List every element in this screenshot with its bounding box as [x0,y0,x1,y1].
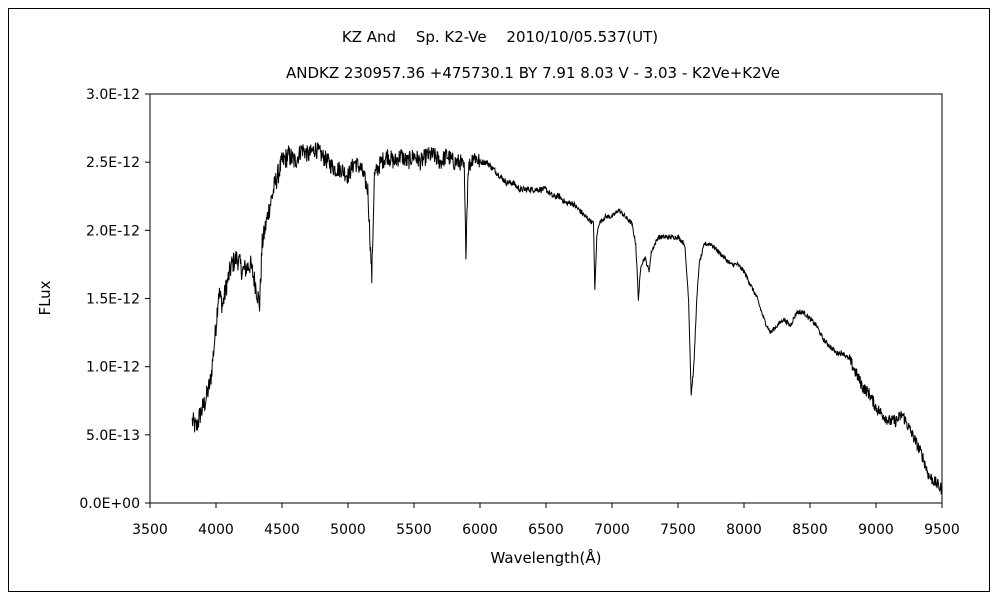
x-tick-label: 5500 [396,522,432,538]
chart-title: KZ And Sp. K2-Ve 2010/10/05.537(UT) [342,28,658,46]
x-tick-label: 3500 [132,522,168,538]
x-tick-label: 6000 [462,522,498,538]
y-tick-label: 5.0E-13 [86,428,140,444]
x-tick-label: 4500 [264,522,300,538]
x-tick-label: 4000 [198,522,234,538]
chart-frame [8,8,990,592]
plot-area [149,93,943,504]
x-tick-label: 9500 [924,522,960,538]
x-tick-label: 6500 [528,522,564,538]
y-axis: 0.0E+00 5.0E-13 1.0E-12 1.5E-12 2.0E-12 2.5E-… [79,87,150,512]
chart-subtitle: ANDKZ 230957.36 +475730.1 BY 7.91 8.03 V… [286,64,780,82]
spectrum-line [191,142,943,495]
x-axis: 3500 4000 4500 5000 5500 6000 6500 7000 7500 8000… [132,503,960,538]
x-tick-label: 7000 [594,522,630,538]
x-tick-label: 7500 [660,522,696,538]
y-tick-label: 3.0E-12 [86,87,140,103]
y-tick-label: 1.5E-12 [86,292,140,308]
x-tick-label: 8000 [726,522,762,538]
x-tick-label: 8500 [792,522,828,538]
x-tick-label: 5000 [330,522,366,538]
x-axis-label: Wavelength(Å) [491,548,602,567]
y-tick-label: 1.0E-12 [86,360,140,376]
y-axis-label: FLux [36,280,54,315]
y-tick-label: 2.0E-12 [86,223,140,239]
x-tick-label: 9000 [858,522,894,538]
y-tick-label: 0.0E+00 [79,496,140,512]
y-tick-label: 2.5E-12 [86,155,140,171]
